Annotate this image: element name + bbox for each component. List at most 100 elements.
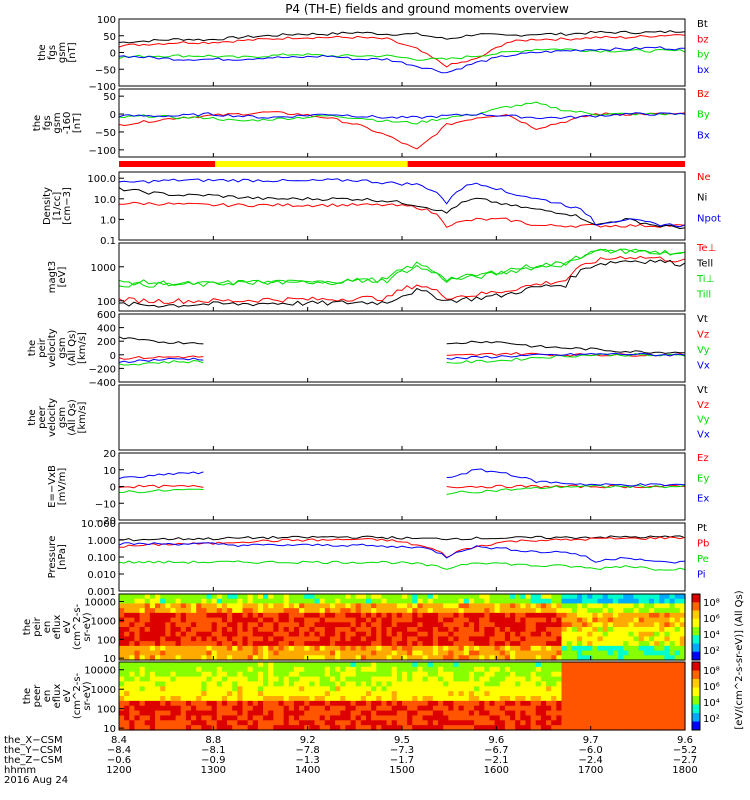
heat-cell (659, 631, 666, 638)
heat-cell (283, 676, 290, 683)
heat-cell (386, 650, 393, 656)
heat-cell (664, 720, 671, 726)
heat-cell (155, 705, 161, 712)
heat-cell (371, 720, 377, 726)
heat-cell (242, 641, 249, 647)
heat-cell (520, 691, 527, 697)
heat-cell (386, 715, 393, 721)
heat-cell (201, 662, 208, 668)
heat-cell (257, 666, 264, 673)
heat-cell (602, 666, 609, 673)
heat-cell (407, 594, 413, 600)
heat-cell (633, 676, 640, 683)
heat-cell (119, 700, 125, 707)
heat-cell (160, 617, 166, 623)
heat-cell (232, 671, 238, 678)
heat-cell (566, 608, 573, 614)
heat-cell (283, 631, 290, 638)
heat-cell (427, 691, 434, 697)
heat-cell (206, 720, 213, 726)
heat-cell (165, 617, 172, 623)
heat-cell (180, 696, 187, 702)
heat-cell (324, 603, 331, 609)
heat-cell (546, 705, 552, 712)
heat-cell (530, 608, 537, 614)
heat-cell (489, 655, 496, 661)
heat-cell (504, 666, 511, 673)
heat-cell (263, 710, 269, 717)
heat-cell (510, 686, 516, 692)
heat-cell (371, 650, 377, 656)
heat-cell (340, 598, 346, 605)
heat-cell (191, 696, 197, 702)
heat-cell (252, 705, 259, 712)
heat-cell (530, 641, 537, 647)
heat-cell (453, 691, 460, 697)
y-axis-label-line: sr-eV) (82, 681, 93, 710)
series-Tell (118, 259, 686, 308)
heat-cell (474, 631, 480, 638)
heat-cell (546, 598, 552, 605)
heat-cell (211, 705, 218, 712)
heat-cell (211, 598, 218, 605)
heat-cell (293, 612, 300, 619)
heat-cell (618, 594, 624, 600)
heat-cell (412, 608, 419, 614)
heat-cell (252, 641, 259, 647)
heat-cell (479, 691, 485, 697)
heat-cell (191, 705, 197, 712)
heat-cell (510, 598, 516, 605)
heat-cell (618, 627, 624, 633)
series-Ex (118, 468, 686, 487)
heat-cell (227, 641, 233, 647)
heat-cell (124, 700, 130, 707)
heat-cell (242, 603, 249, 609)
heat-cell (494, 655, 501, 661)
heat-cell (211, 725, 218, 731)
heat-cell (386, 612, 393, 619)
heat-cell (206, 627, 213, 633)
heat-cell (551, 603, 557, 609)
heat-cell (180, 725, 187, 731)
heat-cell (679, 631, 686, 638)
heat-cell (180, 603, 187, 609)
heat-cell (607, 655, 614, 661)
heat-cell (551, 636, 557, 642)
heat-cell (484, 608, 491, 614)
heat-cell (597, 627, 604, 633)
heat-cell (309, 617, 316, 623)
heat-cell (340, 671, 346, 678)
heat-cell (551, 598, 557, 605)
heat-cell (299, 705, 305, 712)
y-tick-label: 0 (110, 351, 116, 362)
heat-cell (324, 617, 331, 623)
heat-cell (175, 641, 182, 647)
heat-cell (535, 715, 542, 721)
heat-cell (170, 676, 177, 683)
heat-cell (299, 655, 305, 661)
heat-cell (371, 725, 377, 731)
y-axis-label-line: sr-eV) (82, 612, 93, 641)
heat-cell (654, 645, 660, 652)
heat-cell (216, 671, 223, 678)
heat-cell (453, 681, 460, 687)
heat-cell (124, 631, 130, 638)
heat-cell (618, 631, 624, 638)
heat-cell (602, 696, 609, 702)
heat-cell (278, 608, 285, 614)
heat-cell (155, 681, 161, 687)
heat-cell (417, 617, 424, 623)
heat-cell (324, 641, 331, 647)
heat-cell (515, 622, 521, 628)
heat-cell (504, 636, 511, 642)
series-Vx (118, 352, 686, 364)
heat-cell (407, 627, 413, 633)
heat-cell (396, 598, 403, 605)
heat-cell (463, 650, 470, 656)
heat-cell (355, 715, 362, 721)
heat-cell (443, 681, 449, 687)
heat-cell (124, 650, 130, 656)
heat-cell (304, 686, 310, 692)
heat-cell (278, 676, 285, 683)
heat-cell (438, 720, 444, 726)
